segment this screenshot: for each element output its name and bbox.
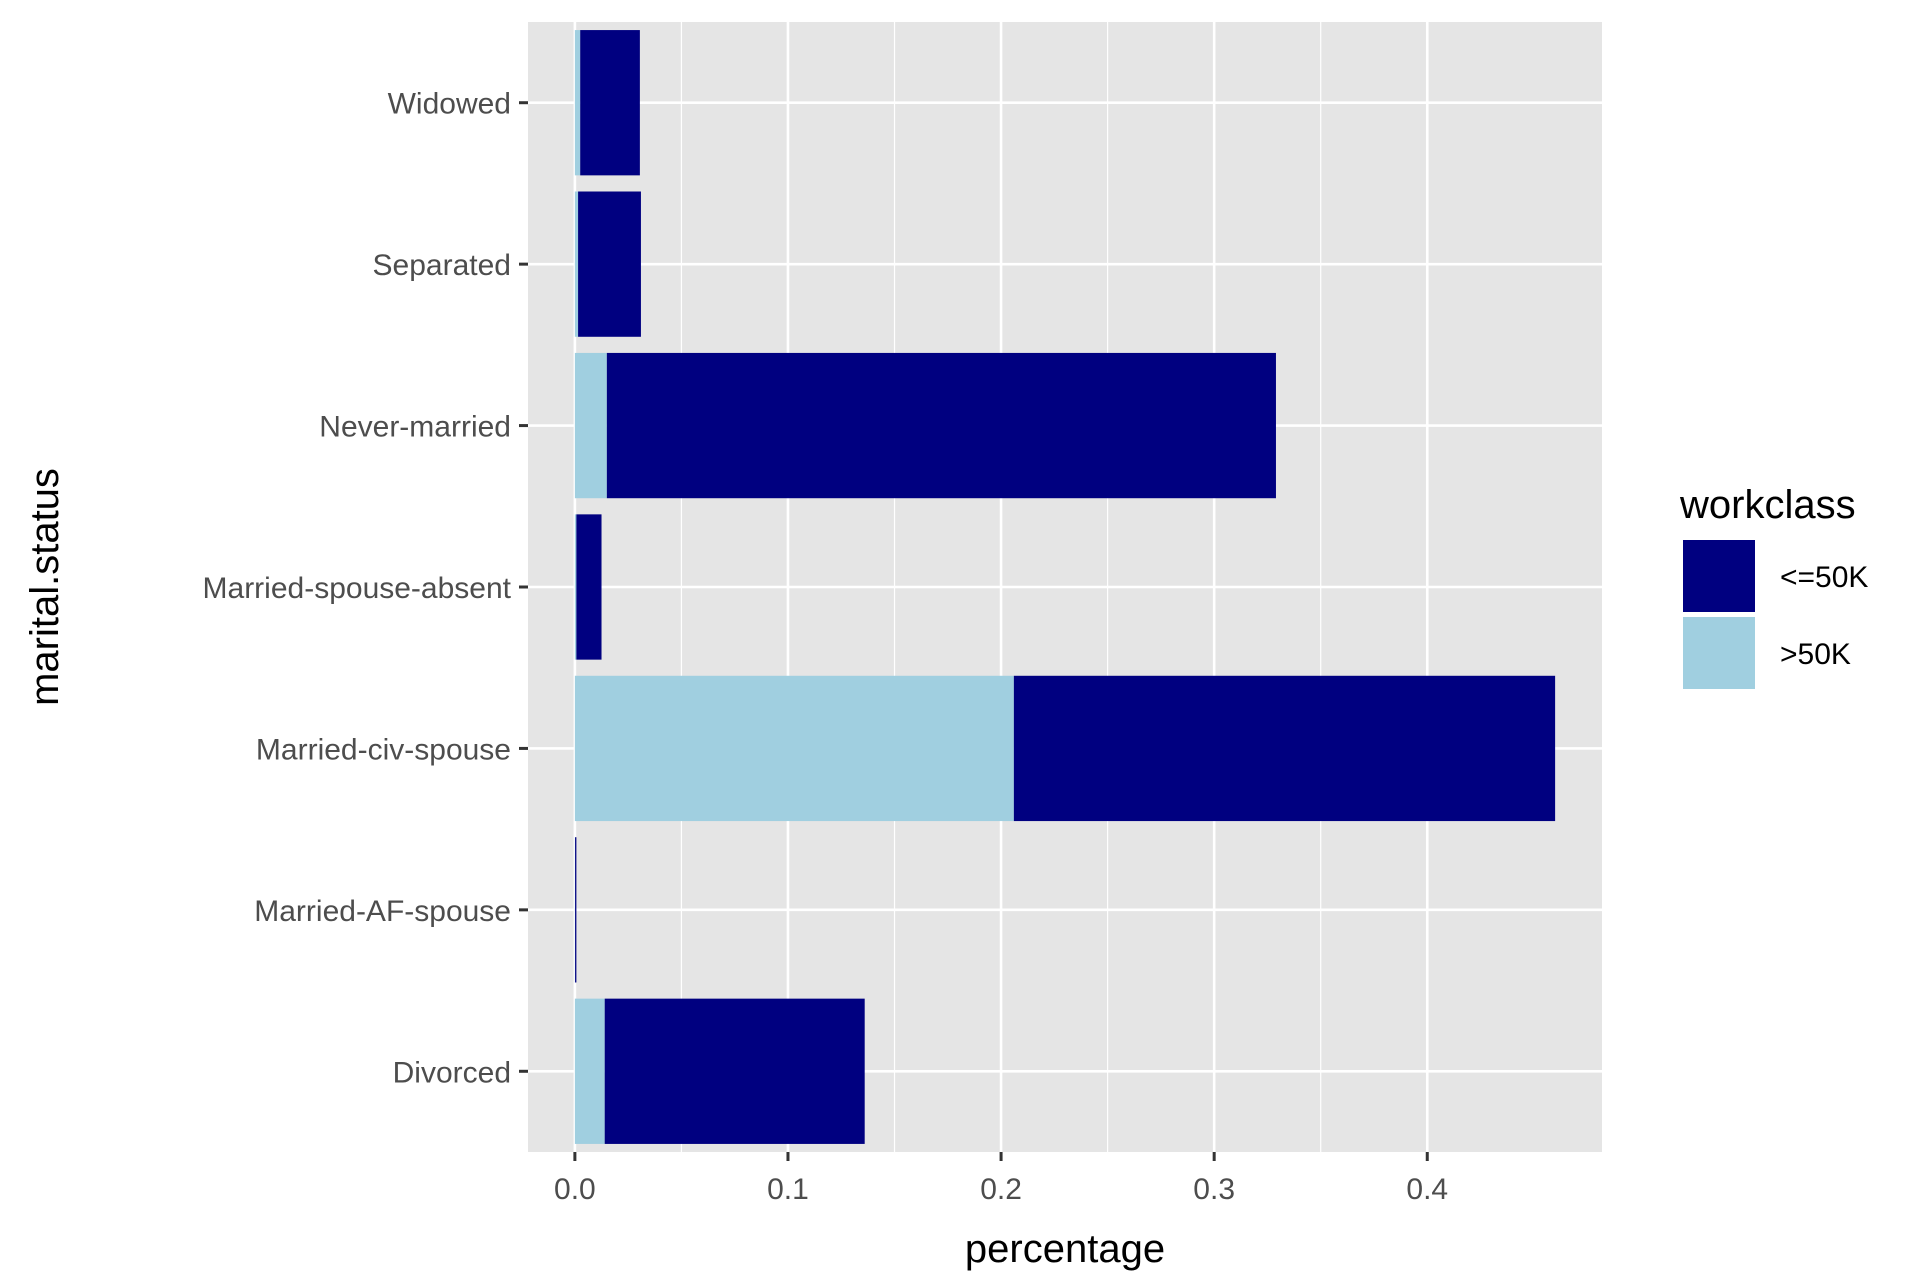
bar-never-married-gt50k xyxy=(574,352,607,499)
bar-married-af-spouse-le50k xyxy=(575,837,577,983)
y-tick-label-married-spouse-absent: Married-spouse-absent xyxy=(203,572,512,605)
x-axis: 0.0 0.1 0.2 0.3 0.4 xyxy=(554,1152,1448,1206)
legend-title: workclass xyxy=(1679,483,1856,527)
y-axis: Divorced Married-AF-spouse Married-civ-spo… xyxy=(203,88,528,1089)
bar-widowed-le50k xyxy=(580,30,640,176)
y-tick-label-married-civ-spouse: Married-civ-spouse xyxy=(256,733,511,766)
legend-key-gt50k xyxy=(1683,617,1755,689)
y-tick-label-separated: Separated xyxy=(373,249,511,282)
x-tick-label: 0.4 xyxy=(1406,1173,1448,1206)
y-tick-label-married-af-spouse: Married-AF-spouse xyxy=(254,895,511,928)
y-axis-title: marital.status xyxy=(23,468,67,706)
bar-married-spouse-absent-le50k xyxy=(576,514,602,660)
x-tick-label: 0.0 xyxy=(554,1173,596,1206)
bar-separated-gt50k xyxy=(574,191,579,337)
bar-never-married-le50k xyxy=(606,352,1276,499)
y-tick-label-divorced: Divorced xyxy=(393,1056,511,1089)
bar-widowed-gt50k xyxy=(574,30,581,176)
bar-divorced-le50k xyxy=(604,998,865,1144)
x-tick-label: 0.3 xyxy=(1193,1173,1235,1206)
bar-married-civ-spouse-le50k xyxy=(1013,675,1556,822)
bar-divorced-gt50k xyxy=(574,998,605,1144)
legend-label-le50k: <=50K xyxy=(1780,561,1868,594)
x-tick-label: 0.2 xyxy=(980,1173,1022,1206)
bar-separated-le50k xyxy=(578,191,641,337)
y-tick-label-widowed: Widowed xyxy=(388,88,511,121)
bars xyxy=(574,30,1556,1144)
y-tick-label-never-married: Never-married xyxy=(319,411,511,444)
legend-label-gt50k: >50K xyxy=(1780,638,1851,671)
x-axis-title: percentage xyxy=(965,1227,1165,1271)
legend: workclass <=50K >50K xyxy=(1679,483,1868,689)
legend-key-le50k xyxy=(1683,540,1755,612)
bar-married-civ-spouse-gt50k xyxy=(574,675,1014,822)
bar-married-spouse-absent-gt50k xyxy=(574,514,577,660)
x-tick-label: 0.1 xyxy=(767,1173,809,1206)
